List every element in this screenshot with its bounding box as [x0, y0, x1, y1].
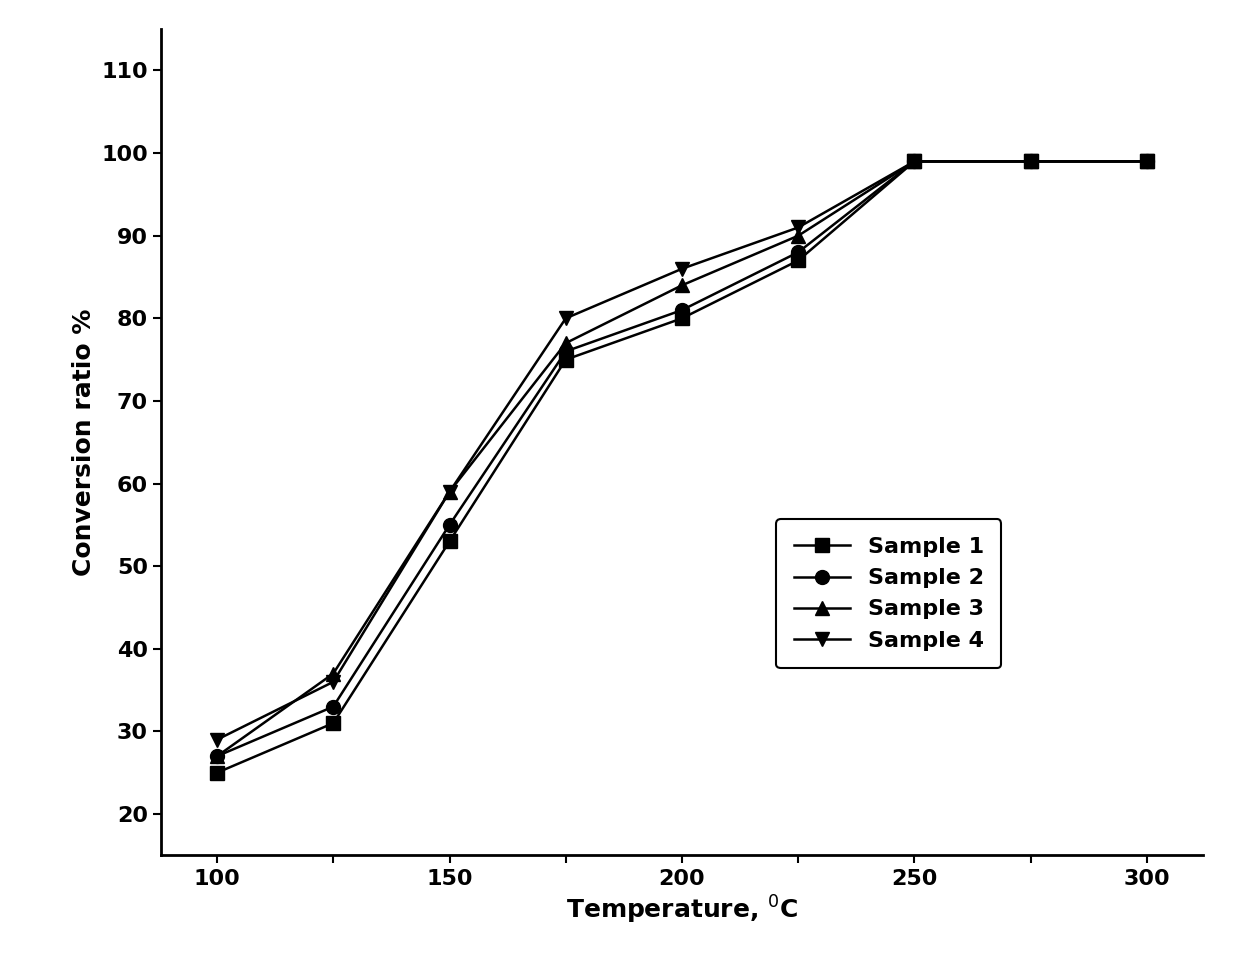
Sample 4	[1023, 156, 1038, 167]
Sample 1	[326, 717, 341, 729]
Sample 4	[210, 734, 224, 746]
Sample 1	[1023, 156, 1038, 167]
Sample 1	[906, 156, 921, 167]
Sample 2	[906, 156, 921, 167]
Sample 4	[675, 262, 689, 274]
Sample 2	[1023, 156, 1038, 167]
Legend: Sample 1, Sample 2, Sample 3, Sample 4: Sample 1, Sample 2, Sample 3, Sample 4	[776, 519, 1002, 669]
Sample 2	[210, 750, 224, 762]
Sample 4	[558, 313, 573, 325]
Sample 3	[558, 337, 573, 349]
Sample 1	[558, 354, 573, 365]
Sample 2	[326, 701, 341, 712]
Sample 4	[906, 156, 921, 167]
Sample 1	[210, 767, 224, 779]
Y-axis label: Conversion ratio %: Conversion ratio %	[72, 308, 95, 576]
Line: Sample 2: Sample 2	[210, 155, 1154, 763]
Sample 2	[675, 304, 689, 316]
Sample 1	[675, 313, 689, 325]
Sample 1	[791, 255, 806, 266]
Sample 1	[441, 536, 456, 547]
Sample 3	[210, 750, 224, 762]
Sample 3	[906, 156, 921, 167]
Sample 4	[441, 486, 456, 498]
X-axis label: Temperature, $^0$C: Temperature, $^0$C	[565, 894, 799, 926]
Sample 4	[326, 677, 341, 688]
Sample 2	[558, 346, 573, 358]
Sample 3	[326, 668, 341, 679]
Sample 1	[1140, 156, 1154, 167]
Sample 2	[441, 519, 456, 531]
Sample 2	[1140, 156, 1154, 167]
Sample 3	[441, 486, 456, 498]
Line: Sample 3: Sample 3	[210, 155, 1154, 763]
Sample 4	[1140, 156, 1154, 167]
Sample 3	[791, 230, 806, 242]
Sample 2	[791, 247, 806, 259]
Sample 3	[1023, 156, 1038, 167]
Sample 4	[791, 222, 806, 233]
Line: Sample 1: Sample 1	[210, 155, 1154, 780]
Line: Sample 4: Sample 4	[210, 155, 1154, 746]
Sample 3	[675, 280, 689, 292]
Sample 3	[1140, 156, 1154, 167]
